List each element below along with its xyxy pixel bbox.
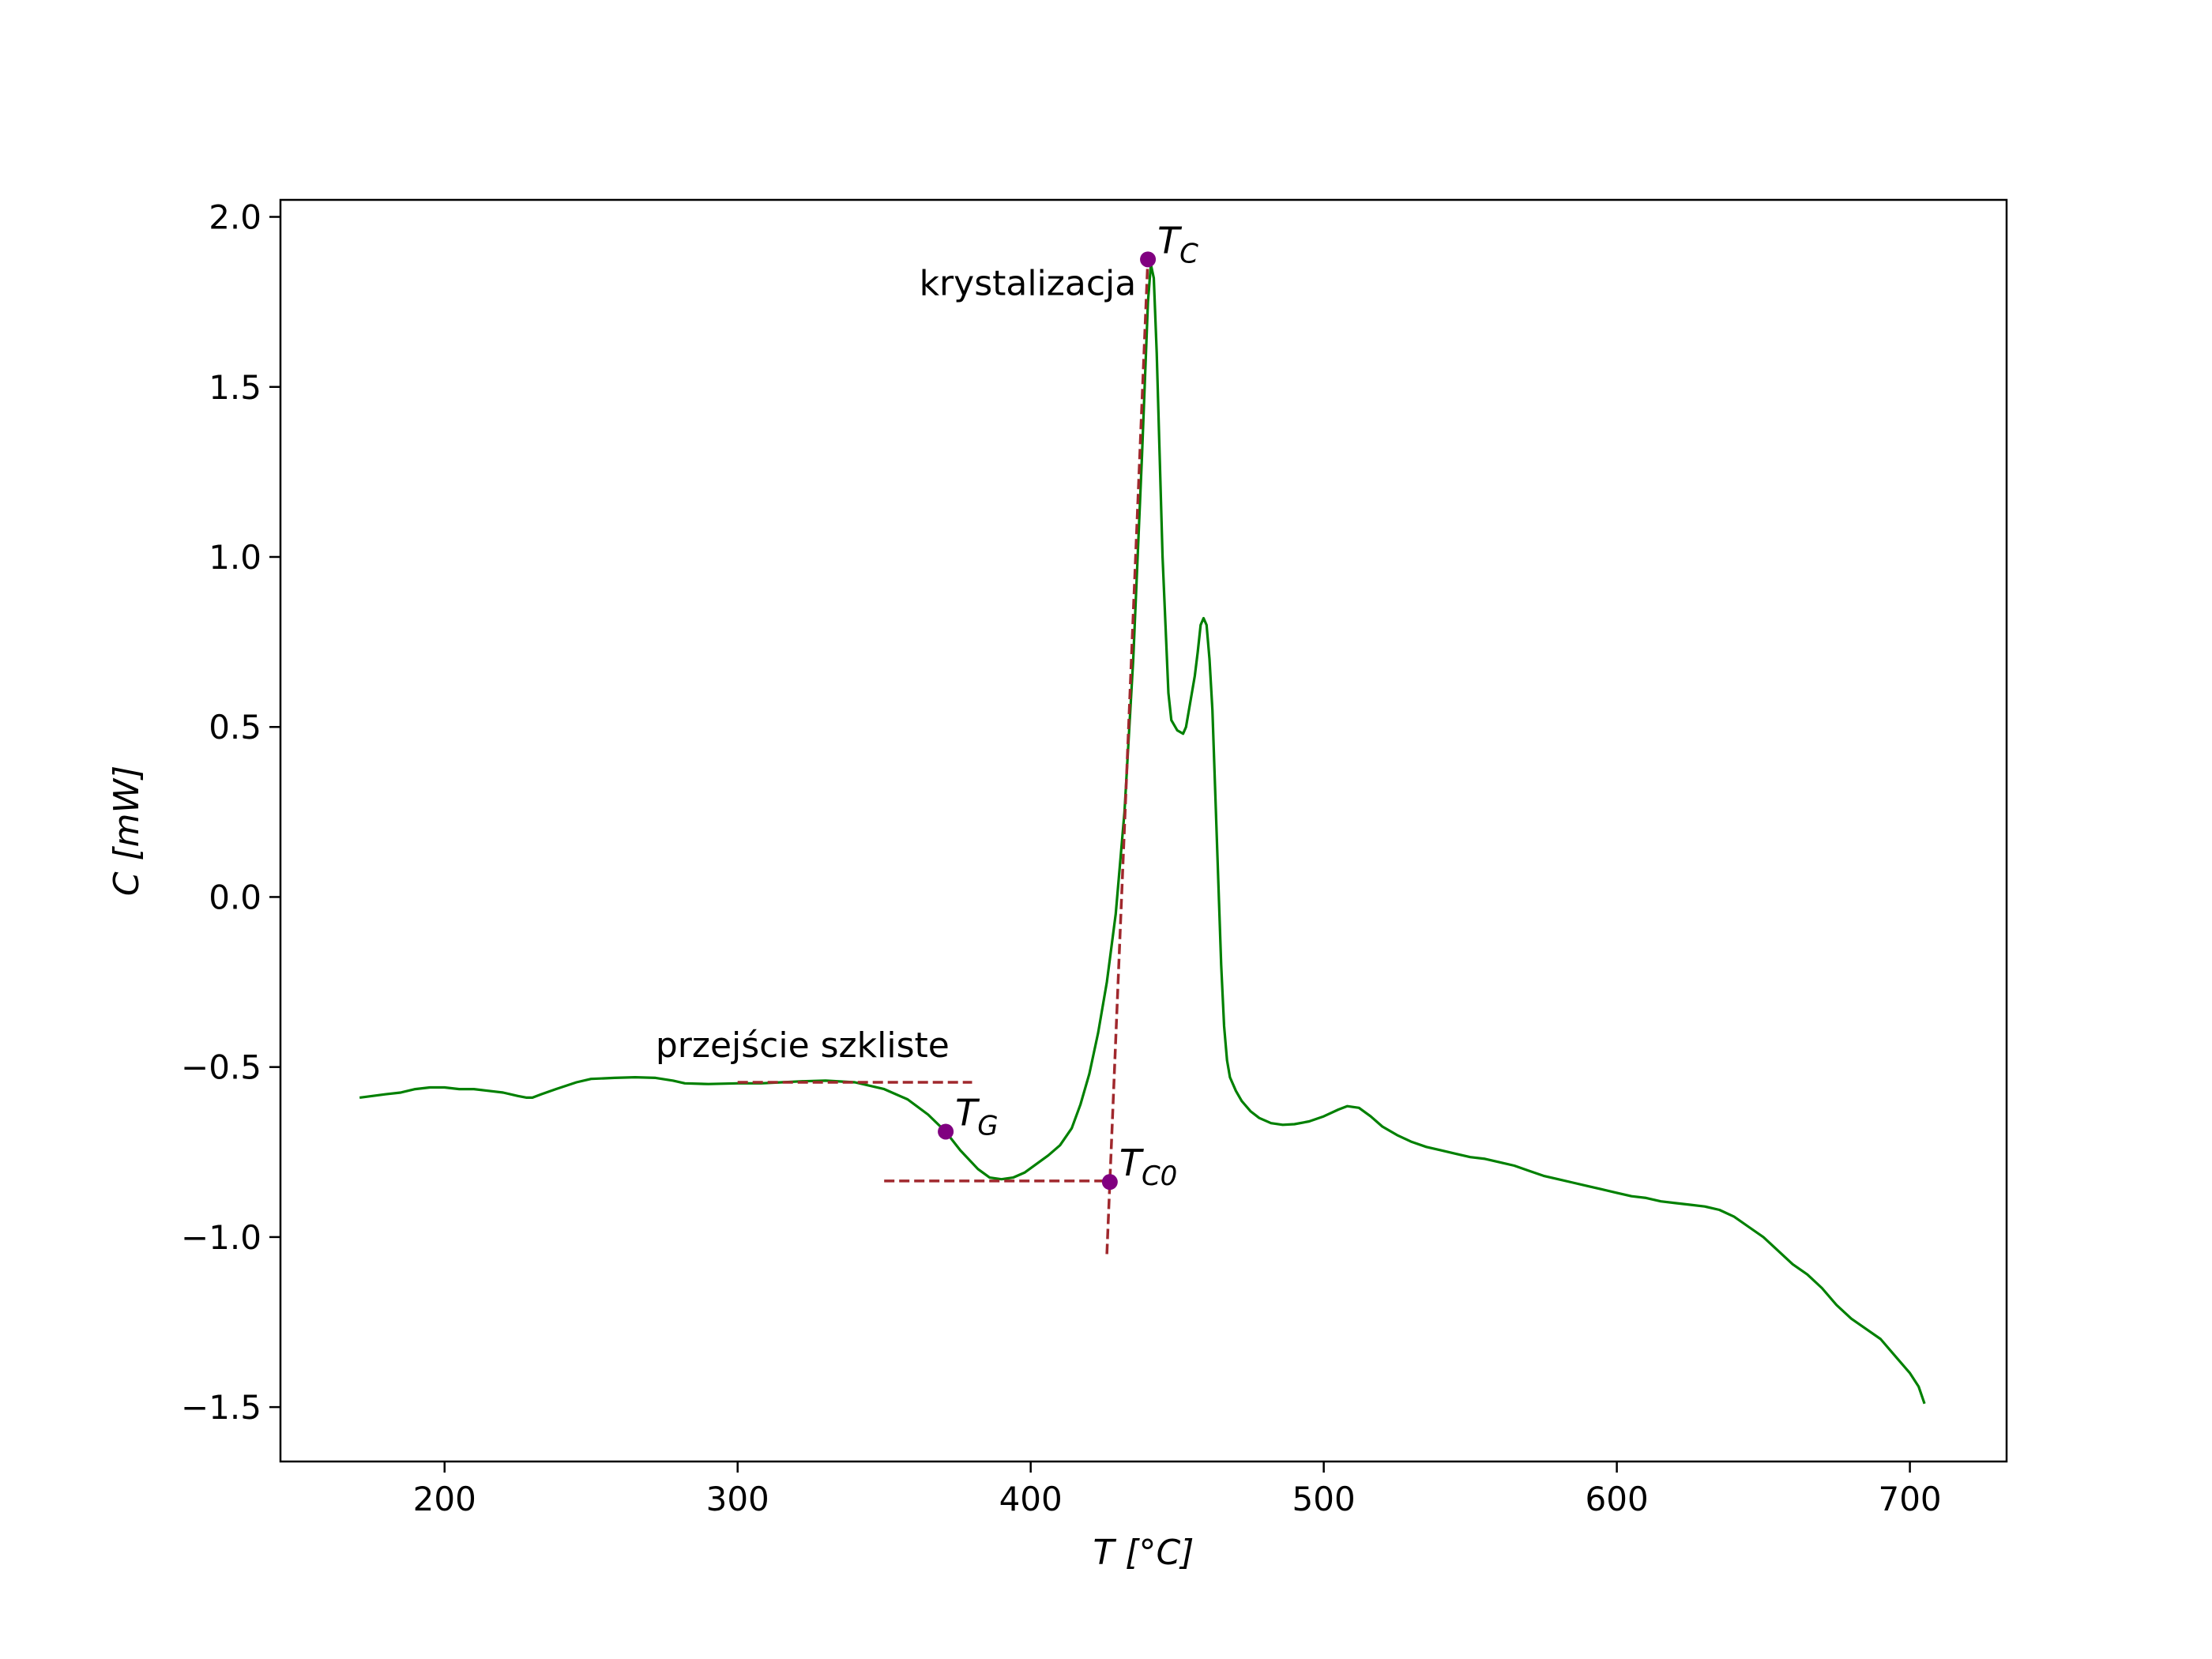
x-tick-label: 400 bbox=[999, 1480, 1063, 1518]
x-tick-label: 300 bbox=[706, 1480, 769, 1518]
y-tick-label: 1.5 bbox=[209, 368, 261, 407]
y-axis-label: C [mW] bbox=[107, 766, 147, 896]
y-tick-label: −1.0 bbox=[181, 1218, 261, 1257]
point-marker-1 bbox=[938, 1123, 954, 1140]
guide-layer bbox=[737, 258, 1149, 1255]
y-tick-label: 0.0 bbox=[209, 878, 261, 916]
x-tick-label: 600 bbox=[1586, 1480, 1649, 1518]
y-tick-label: 2.0 bbox=[209, 198, 261, 237]
point-layer: TC TG TC0 bbox=[938, 219, 1198, 1192]
y-tick-label: 1.0 bbox=[209, 538, 261, 577]
point-marker-0 bbox=[1140, 251, 1157, 268]
point-label-0: TC bbox=[1157, 219, 1198, 269]
point-label-1: TG bbox=[955, 1091, 998, 1142]
point-marker-2 bbox=[1101, 1174, 1118, 1191]
y-tick-label: 0.5 bbox=[209, 708, 261, 747]
series-line-0 bbox=[359, 263, 1926, 1405]
y-tick-label: −1.5 bbox=[181, 1388, 261, 1427]
annotation-0: krystalizacja bbox=[920, 264, 1137, 304]
x-axis-label: T [°C] bbox=[1093, 1533, 1194, 1573]
x-tick-label: 500 bbox=[1292, 1480, 1356, 1518]
axes-layer: 200 300 400 500 600 700 2.0 1.5 1.0 0.5 0.0 −0.5 −1.… bbox=[107, 198, 2008, 1573]
x-tick-label: 700 bbox=[1878, 1480, 1941, 1518]
y-tick-label: −0.5 bbox=[181, 1048, 261, 1087]
guide-line-2 bbox=[1105, 258, 1149, 1255]
annotation-layer: krystalizacja przejście szkliste bbox=[656, 264, 1136, 1066]
x-tick-label: 200 bbox=[413, 1480, 476, 1518]
curve-layer bbox=[359, 263, 1926, 1405]
point-label-2: TC0 bbox=[1119, 1142, 1177, 1192]
plot-frame bbox=[279, 198, 2008, 1463]
annotation-1: przejście szkliste bbox=[656, 1025, 950, 1066]
